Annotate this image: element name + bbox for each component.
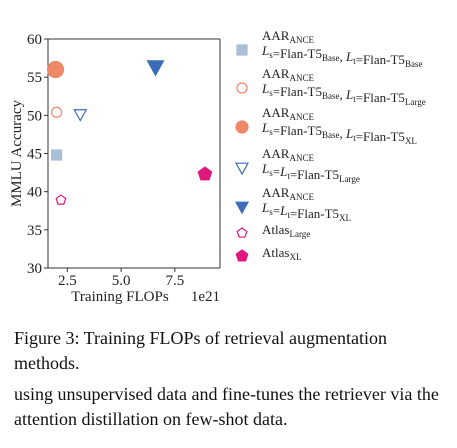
data-point-series-6	[55, 194, 67, 205]
data-point-series-1	[50, 149, 63, 161]
data-point-series-5	[146, 60, 165, 77]
legend-title: AARANCE	[262, 28, 314, 45]
x-tick-label: 2.5	[58, 273, 77, 289]
y-tick-label: 30	[27, 261, 42, 277]
y-tick-label: 35	[27, 223, 42, 239]
legend-title: AARANCE	[262, 105, 314, 122]
legend-config: Ls=Lt=Flan-T5Large	[261, 161, 360, 184]
y-axis-title: MMLU Accuracy	[9, 99, 25, 207]
x-tick-label: 7.5	[165, 273, 184, 289]
legend-marker	[235, 120, 249, 134]
data-point-series-3	[46, 60, 65, 79]
y-tick-label: 45	[27, 147, 42, 163]
data-point-series-4	[73, 109, 88, 122]
legend-marker	[235, 249, 249, 262]
legend-config: Ls=Flan-T5Base, Lt=Flan-T5Large	[261, 81, 426, 107]
legend-marker	[236, 227, 248, 238]
y-tick-label: 50	[27, 108, 42, 124]
data-point-series-2	[50, 106, 63, 118]
legend-entry-7: AtlasXL	[235, 245, 301, 262]
legend-title: AARANCE	[262, 66, 314, 83]
x-tick-label: 5.0	[112, 273, 131, 289]
figure-caption: Figure 3: Training FLOPs of retrieval au…	[14, 328, 387, 373]
legend-marker	[234, 162, 250, 176]
legend-config: Ls=Flan-T5Base, Lt=Flan-T5XL	[261, 120, 417, 146]
legend-marker	[236, 82, 248, 94]
body-paragraph: using unsupervised data and fine-tunes t…	[14, 384, 439, 429]
legend-title: AARANCE	[262, 185, 314, 202]
legend-marker	[236, 44, 248, 56]
data-point-series-7	[197, 166, 213, 181]
y-tick-label: 60	[27, 32, 42, 48]
legend-title: AtlasLarge	[262, 222, 310, 239]
x-axis-offset: 1e21	[191, 289, 220, 305]
x-axis-title: Training FLOPs	[71, 289, 169, 305]
y-tick-label: 40	[27, 185, 42, 201]
chart-marks	[46, 60, 213, 205]
legend-title: AtlasXL	[262, 245, 301, 262]
legend-entry-6: AtlasLarge	[236, 222, 310, 239]
legend-title: AARANCE	[262, 146, 314, 163]
legend-marker	[234, 201, 250, 215]
legend-config: Ls=Lt=Flan-T5XL	[261, 200, 351, 223]
y-tick-label: 55	[27, 70, 42, 86]
